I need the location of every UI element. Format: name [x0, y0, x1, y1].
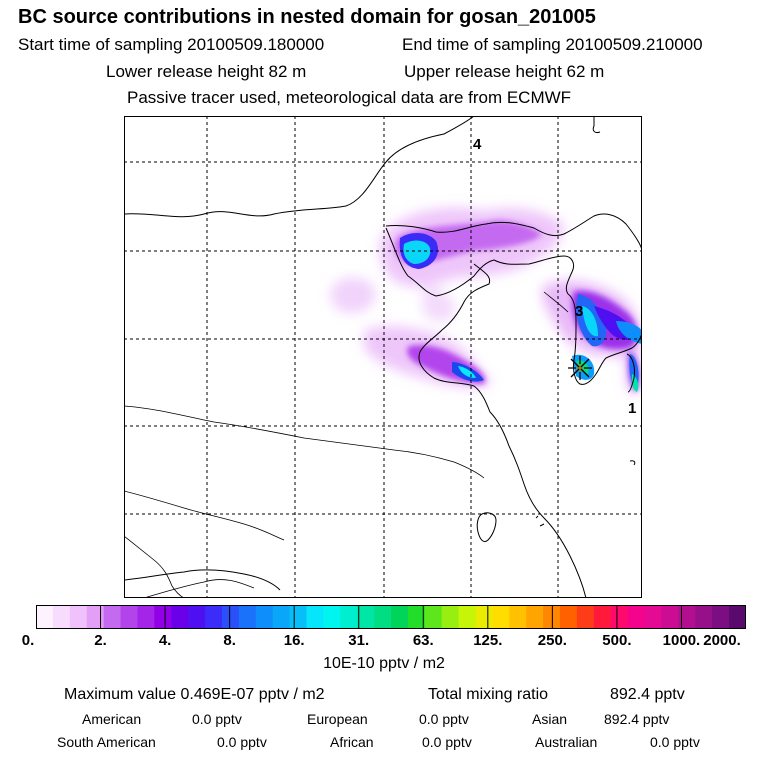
lat-lon-grid	[124, 116, 642, 598]
colorbar-units: 10E-10 pptv / m2	[323, 655, 445, 672]
colorbar-swatch	[729, 605, 746, 629]
colorbar-tick-label: 4.	[158, 632, 172, 649]
colorbar-tick-label: 500.	[602, 632, 632, 649]
colorbar-tick-label: 8.	[223, 632, 236, 649]
colorbar	[36, 605, 746, 629]
colorbar-swatch	[205, 605, 223, 629]
region-name: Australian	[535, 734, 598, 750]
region-value: 0.0 pptv	[192, 711, 242, 727]
colorbar-tick-label: 2.	[94, 632, 107, 649]
colorbar-swatch	[340, 605, 358, 629]
colorbar-swatch	[120, 605, 138, 629]
colorbar-swatch	[221, 605, 240, 629]
total-mixing-value: 892.4 pptv	[610, 686, 685, 703]
colorbar-swatch	[492, 605, 510, 629]
coastline	[124, 116, 642, 598]
colorbar-swatch	[526, 605, 544, 629]
plot-title: BC source contributions in nested domain…	[18, 6, 596, 28]
colorbar-swatch	[644, 605, 662, 629]
colorbar-swatch	[610, 605, 629, 629]
colorbar-tick-label: 2000.	[703, 632, 741, 649]
colorbar-swatch	[441, 605, 460, 629]
region-label-3: 3	[575, 303, 583, 320]
upper-release-height: Upper release height 62 m	[404, 62, 605, 81]
colorbar-swatch	[323, 605, 341, 629]
source-contribution-map: 4 3 1	[124, 116, 642, 598]
lower-release-height: Lower release height 82 m	[106, 62, 307, 81]
colorbar-swatch	[357, 605, 375, 629]
colorbar-swatch	[407, 605, 426, 629]
region-value: 0.0 pptv	[422, 734, 472, 750]
colorbar-tick-label: 63.	[412, 632, 434, 649]
colorbar-tick-label: 31.	[348, 632, 370, 649]
total-mixing-label: Total mixing ratio	[428, 686, 549, 703]
colorbar-swatch	[52, 605, 71, 629]
colorbar-swatch	[576, 605, 595, 629]
colorbar-swatch	[137, 605, 155, 629]
colorbar-swatch	[509, 605, 527, 629]
region-value: 0.0 pptv	[419, 711, 469, 727]
colorbar-swatch	[103, 605, 122, 629]
colorbar-swatch	[593, 605, 612, 629]
colorbar-swatch	[374, 605, 392, 629]
colorbar-swatch	[171, 605, 189, 629]
colorbar-swatch	[391, 605, 409, 629]
colorbar-swatch	[695, 605, 713, 629]
colorbar-swatch	[458, 605, 477, 629]
colorbar-swatch	[289, 605, 307, 629]
region-label-1: 1	[628, 400, 636, 417]
colorbar-swatch	[543, 605, 561, 629]
region-value: 0.0 pptv	[217, 734, 267, 750]
colorbar-tick-label: 0.	[21, 632, 35, 649]
region-label-4: 4	[473, 136, 482, 153]
colorbar-tick-label: 250.	[537, 632, 567, 649]
region-name: South American	[57, 734, 156, 750]
region-value: 0.0 pptv	[650, 734, 700, 750]
colorbar-swatch	[560, 605, 578, 629]
tracer-note: Passive tracer used, meteorological data…	[127, 88, 572, 107]
colorbar-swatch	[69, 605, 88, 629]
colorbar-swatch	[86, 605, 105, 629]
colorbar-swatch	[255, 605, 274, 629]
colorbar-tick-label: 16.	[283, 632, 305, 649]
colorbar-swatch	[154, 605, 172, 629]
colorbar-swatch	[272, 605, 291, 629]
colorbar-swatch	[678, 605, 696, 629]
start-time: Start time of sampling 20100509.180000	[18, 35, 325, 54]
end-time: End time of sampling 20100509.210000	[402, 35, 703, 54]
colorbar-swatch	[475, 605, 493, 629]
colorbar-swatch	[627, 605, 646, 629]
region-name: American	[82, 711, 142, 727]
colorbar-swatch	[36, 605, 54, 629]
region-value: 892.4 pptv	[604, 711, 670, 727]
colorbar-swatch	[188, 605, 206, 629]
colorbar-swatch	[306, 605, 324, 629]
colorbar-swatch	[424, 605, 443, 629]
colorbar-swatch	[238, 605, 257, 629]
region-name: Asian	[532, 711, 568, 727]
colorbar-tick-label: 1000.	[662, 632, 701, 649]
colorbar-frame	[36, 605, 746, 629]
region-name: African	[330, 734, 374, 750]
colorbar-swatch	[661, 605, 679, 629]
colorbar-tick-label: 125.	[473, 632, 503, 649]
maximum-value: Maximum value 0.469E-07 pptv / m2	[64, 686, 325, 703]
region-name: European	[307, 711, 368, 727]
colorbar-swatch	[712, 605, 730, 629]
